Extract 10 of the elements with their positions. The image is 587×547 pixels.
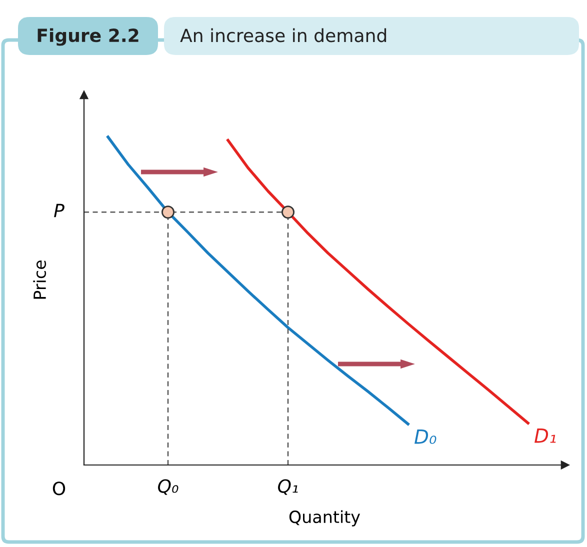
x-tick-label: Q₀ (158, 479, 178, 495)
series-label: D₀ (414, 430, 436, 444)
ref-line-label: P (54, 204, 64, 218)
y-axis-title: Price (33, 260, 46, 299)
x-tick-label: Q₁ (278, 479, 298, 495)
series-label: D₁ (534, 428, 556, 443)
chart-title: Figure 2.2 (38, 28, 138, 46)
chart-subtitle: An increase in demand (180, 28, 386, 42)
text: O (52, 482, 66, 496)
x-axis-title: Quantity (289, 510, 360, 526)
